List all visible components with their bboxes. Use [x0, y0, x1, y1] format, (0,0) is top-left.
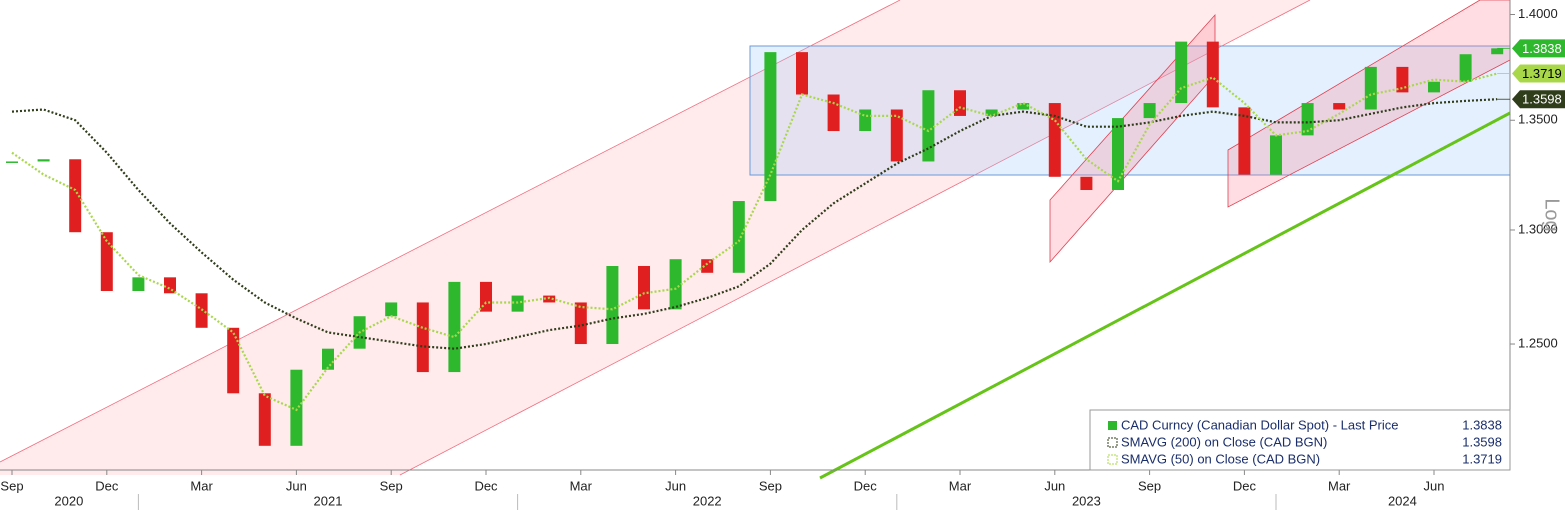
candle: [1364, 66, 1377, 110]
candle: [827, 94, 840, 132]
candle: [164, 277, 176, 294]
candle: [1491, 48, 1504, 55]
year-label: 2024: [1388, 493, 1417, 508]
candle: [1175, 41, 1188, 104]
candle: [1301, 103, 1314, 136]
value-tag-label: 1.3598: [1522, 92, 1562, 107]
x-tick-label: Mar: [190, 478, 213, 493]
sma-line: [11, 98, 1498, 350]
candle: [1112, 118, 1124, 190]
x-tick-label: Jun: [665, 478, 686, 493]
candle: [322, 348, 334, 370]
candle: [574, 302, 587, 345]
axes: 1.2500 1.3000 1.3500 1.4000 Sep Dec Mar Jun Sep D…: [0, 6, 1565, 510]
y-tick-label: 1.4000: [1518, 6, 1558, 21]
x-tick-label: Sep: [0, 478, 23, 493]
x-tick-label: Dec: [854, 478, 878, 493]
candle: [859, 109, 872, 132]
marks: [6, 41, 1504, 446]
legend-swatch: [1107, 454, 1118, 465]
candle: [764, 52, 777, 202]
candle: [100, 232, 113, 292]
value-tag-label: 1.3719: [1522, 66, 1562, 81]
trend-line: [819, 111, 1511, 480]
legend-label: SMAVG (50) on Close (CAD BGN): [1121, 451, 1320, 466]
candle: [922, 90, 935, 162]
x-tick-label: Dec: [474, 478, 498, 493]
candle: [1206, 41, 1219, 108]
value-tag-label: 1.3838: [1522, 41, 1562, 56]
value-tag: [1512, 39, 1565, 58]
x-tick-label: Jun: [1424, 478, 1445, 493]
legend-label: CAD Curncy (Canadian Dollar Spot) - Last…: [1121, 417, 1398, 432]
candle: [954, 90, 966, 116]
value-tag: [1512, 64, 1565, 83]
legend-value: 1.3598: [1462, 434, 1502, 449]
legend: CAD Curncy (Canadian Dollar Spot) - Last…: [1089, 409, 1511, 471]
log-label: Log: [1541, 198, 1563, 231]
candle: [480, 281, 492, 312]
year-label: 2021: [314, 493, 343, 508]
candle: [890, 109, 903, 162]
year-label: 2023: [1072, 493, 1101, 508]
candle: [796, 52, 808, 95]
candle: [1396, 66, 1409, 93]
legend-value: 1.3838: [1462, 417, 1502, 432]
x-tick-label: Dec: [1233, 478, 1257, 493]
candle: [732, 201, 745, 273]
year-label: 2020: [54, 493, 83, 508]
legend-value: 1.3719: [1462, 451, 1502, 466]
legend-box: [1089, 409, 1511, 471]
candle: [1048, 103, 1061, 177]
candle: [669, 259, 682, 310]
candle: [448, 281, 461, 373]
value-tag: [1512, 90, 1565, 109]
candle: [1017, 103, 1030, 110]
x-tick-label: Sep: [759, 478, 782, 493]
channel-edge: [399, 0, 1311, 476]
y-tick-label: 1.3000: [1518, 221, 1558, 236]
x-tick-label: Jun: [1044, 478, 1065, 493]
candle: [511, 295, 524, 312]
candle: [385, 302, 398, 317]
candle: [638, 265, 650, 310]
candle: [985, 109, 998, 116]
candle: [6, 161, 18, 163]
annotations: [0, 0, 1511, 480]
y-tick-label: 1.2500: [1518, 335, 1558, 350]
legend-swatch: [1108, 421, 1117, 430]
candle: [227, 327, 240, 394]
x-tick-label: Mar: [949, 478, 972, 493]
candle: [1333, 103, 1346, 110]
candle: [1428, 81, 1440, 93]
candle: [1238, 107, 1251, 175]
candle: [258, 393, 271, 446]
sma-line: [11, 72, 1498, 412]
x-tick-label: Jun: [286, 478, 307, 493]
x-tick-label: Dec: [95, 478, 119, 493]
candle: [416, 302, 429, 373]
candle: [606, 265, 619, 345]
year-label: 2022: [693, 493, 722, 508]
candle: [1080, 176, 1093, 190]
y-tick-label: 1.3500: [1518, 112, 1558, 127]
candle: [1143, 103, 1156, 119]
candle: [69, 159, 82, 233]
x-tick-label: Mar: [1328, 478, 1351, 493]
legend-swatch: [1107, 437, 1118, 448]
candle: [37, 159, 50, 162]
x-tick-label: Sep: [1138, 478, 1161, 493]
x-tick-label: Mar: [570, 478, 593, 493]
candle: [290, 369, 303, 446]
candle: [1270, 135, 1282, 175]
x-tick-label: Sep: [380, 478, 403, 493]
candle: [132, 277, 145, 292]
candle: [1459, 54, 1472, 82]
legend-label: SMAVG (200) on Close (CAD BGN): [1121, 434, 1327, 449]
